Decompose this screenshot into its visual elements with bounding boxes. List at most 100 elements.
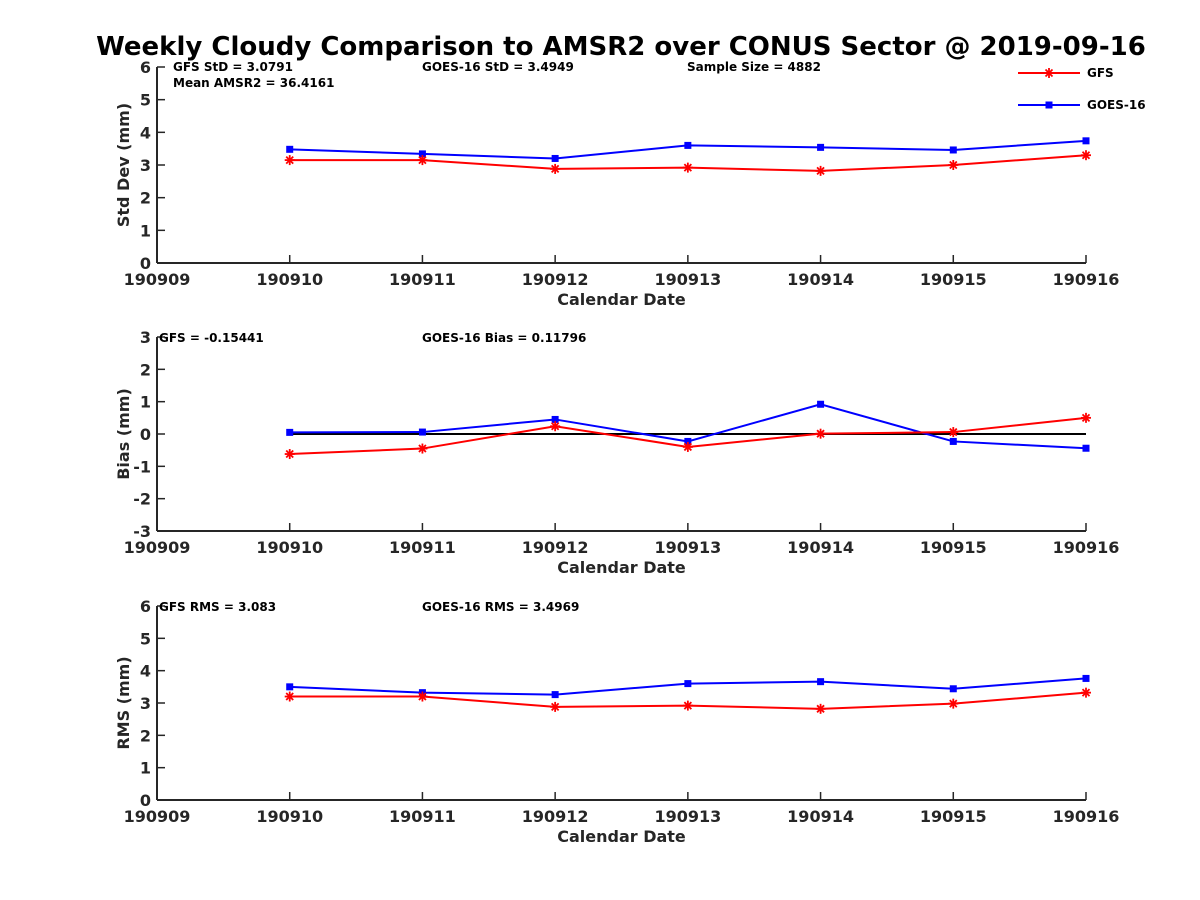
x-tick-label: 190912 (522, 807, 589, 826)
std-dev-panel: 0 1 2 3 4 5 6 190909 190910 190911 190912 190913 190… (114, 58, 1119, 309)
y-tick-label: 2 (140, 726, 151, 745)
x-tick-label: 190916 (1053, 270, 1120, 289)
bias-panel: -3 -2 -1 0 1 2 3 190909 190910 190911 190912 190913… (114, 328, 1119, 577)
goes-16-point (551, 154, 559, 162)
gfs-point (815, 703, 826, 714)
y-tick-label: 3 (140, 694, 151, 713)
x-tick-label: 190910 (256, 807, 323, 826)
x-tick-label: 190912 (522, 270, 589, 289)
y-tick-label: -3 (133, 522, 151, 541)
y-tick-label: 1 (140, 221, 151, 240)
x-tick-label: 190909 (124, 270, 191, 289)
y-tick-label: -1 (133, 457, 151, 476)
goes-16-point (817, 400, 825, 408)
x-tick-label: 190911 (389, 270, 456, 289)
goes-16-point (286, 145, 294, 153)
y-tick-label: 6 (140, 597, 151, 616)
stat-annotation: GFS StD = 3.0791 (173, 60, 293, 74)
goes-16-point (684, 141, 692, 149)
goes-16-point (949, 437, 957, 445)
y-tick-label: 2 (140, 189, 151, 208)
x-tick-label: 190916 (1053, 538, 1120, 557)
stat-annotation: GFS RMS = 3.083 (159, 600, 276, 614)
stat-annotation: GOES-16 RMS = 3.4969 (422, 600, 579, 614)
goes-16-point (817, 678, 825, 686)
legend: GFS GOES-16 (1018, 66, 1146, 112)
x-tick-label: 190915 (920, 270, 987, 289)
legend-marker (1044, 68, 1054, 78)
x-tick-label: 190909 (124, 538, 191, 557)
x-tick-label: 190914 (787, 538, 854, 557)
goes-16-point (1082, 137, 1090, 145)
goes-16-point (817, 143, 825, 151)
y-tick-label: 1 (140, 759, 151, 778)
y-tick-label: 4 (140, 123, 151, 142)
y-axis-label: Bias (mm) (114, 388, 133, 480)
goes-16-point (418, 150, 426, 158)
gfs-point (1081, 687, 1091, 698)
y-tick-label: 5 (140, 91, 151, 110)
x-tick-label: 190915 (920, 538, 987, 557)
gfs-point (417, 443, 428, 454)
x-tick-label: 190910 (256, 270, 323, 289)
x-tick-label: 190916 (1053, 807, 1120, 826)
gfs-point (682, 700, 693, 711)
goes-16-point (286, 683, 294, 691)
goes-16-point (286, 428, 294, 436)
gfs-point (284, 155, 295, 166)
gfs-point (815, 428, 826, 439)
x-tick-label: 190914 (787, 807, 854, 826)
gfs-point (550, 421, 561, 432)
y-tick-label: 5 (140, 629, 151, 648)
x-tick-label: 190911 (389, 807, 456, 826)
goes-16-point (551, 415, 559, 423)
y-tick-label: 0 (140, 425, 151, 444)
stat-annotation: Mean AMSR2 = 36.4161 (173, 76, 334, 90)
y-axis-label: RMS (mm) (114, 656, 133, 749)
legend-marker (1045, 101, 1053, 109)
x-tick-label: 190914 (787, 270, 854, 289)
legend-label: GFS (1087, 66, 1114, 80)
gfs-point (948, 698, 959, 709)
gfs-point (550, 701, 561, 712)
gfs-point (1081, 412, 1091, 423)
y-tick-label: 3 (140, 156, 151, 175)
gfs-point (284, 449, 295, 460)
gfs-point (682, 441, 693, 452)
legend-label: GOES-16 (1087, 98, 1146, 112)
stat-annotation: GOES-16 StD = 3.4949 (422, 60, 574, 74)
goes-16-point (684, 680, 692, 688)
gfs-point (948, 160, 959, 170)
x-tick-label: 190913 (654, 807, 721, 826)
goes-16-point (1082, 674, 1090, 682)
goes-16-point (949, 685, 957, 693)
gfs-point (284, 691, 295, 702)
chart-title: Weekly Cloudy Comparison to AMSR2 over C… (96, 32, 1146, 62)
x-tick-label: 190913 (654, 538, 721, 557)
y-tick-label: 4 (140, 662, 151, 681)
rms-panel: 0 1 2 3 4 5 6 190909 190910 190911 190912 190913 190… (114, 597, 1119, 846)
gfs-point (417, 155, 428, 166)
y-tick-label: -2 (133, 490, 151, 509)
y-tick-label: 1 (140, 393, 151, 412)
y-tick-label: 0 (140, 254, 151, 273)
gfs-point (417, 691, 428, 702)
y-tick-label: 2 (140, 360, 151, 379)
stat-annotation: GFS = -0.15441 (159, 331, 264, 345)
y-tick-label: 6 (140, 58, 151, 77)
gfs-point (948, 427, 959, 438)
gfs-point (1081, 150, 1091, 161)
y-tick-label: 0 (140, 791, 151, 810)
y-tick-label: 3 (140, 328, 151, 347)
x-axis-label: Calendar Date (557, 827, 686, 846)
gfs-point (682, 162, 693, 173)
x-tick-label: 190909 (124, 807, 191, 826)
x-tick-label: 190910 (256, 538, 323, 557)
x-tick-label: 190911 (389, 538, 456, 557)
x-axis-label: Calendar Date (557, 290, 686, 309)
gfs-point (815, 165, 826, 176)
gfs-point (550, 163, 561, 174)
stat-annotation: Sample Size = 4882 (687, 60, 821, 74)
goes-16-point (418, 428, 426, 436)
